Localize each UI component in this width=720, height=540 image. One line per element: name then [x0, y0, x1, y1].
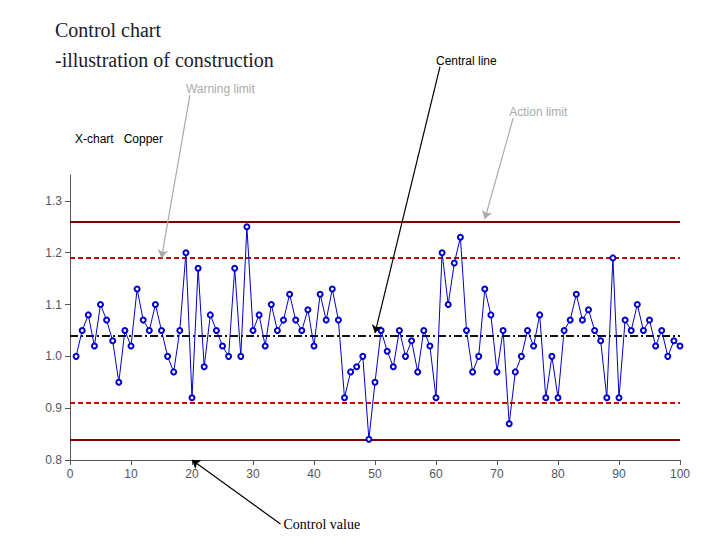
svg-text:0: 0	[67, 467, 74, 481]
svg-text:Control chart: Control chart	[55, 19, 162, 41]
svg-text:70: 70	[490, 467, 504, 481]
svg-text:0.9: 0.9	[45, 401, 62, 415]
svg-text:0.8: 0.8	[45, 453, 62, 467]
svg-text:1.3: 1.3	[45, 194, 62, 208]
svg-text:-illustration of construction: -illustration of construction	[55, 49, 274, 71]
svg-text:90: 90	[612, 467, 626, 481]
svg-text:60: 60	[429, 467, 443, 481]
svg-text:1.1: 1.1	[45, 298, 62, 312]
svg-text:30: 30	[246, 467, 260, 481]
svg-text:Control value: Control value	[284, 517, 361, 532]
svg-text:50: 50	[368, 467, 382, 481]
svg-text:1.0: 1.0	[45, 349, 62, 363]
svg-text:X-chart Copper: X-chart Copper	[75, 132, 163, 146]
svg-text:Warning limit: Warning limit	[186, 82, 256, 96]
svg-text:Action limit: Action limit	[509, 105, 568, 119]
svg-text:10: 10	[124, 467, 138, 481]
svg-text:100: 100	[670, 467, 690, 481]
svg-text:40: 40	[307, 467, 321, 481]
svg-text:Central line: Central line	[436, 54, 497, 68]
svg-text:1.2: 1.2	[45, 246, 62, 260]
svg-text:80: 80	[551, 467, 565, 481]
svg-text:20: 20	[185, 467, 199, 481]
